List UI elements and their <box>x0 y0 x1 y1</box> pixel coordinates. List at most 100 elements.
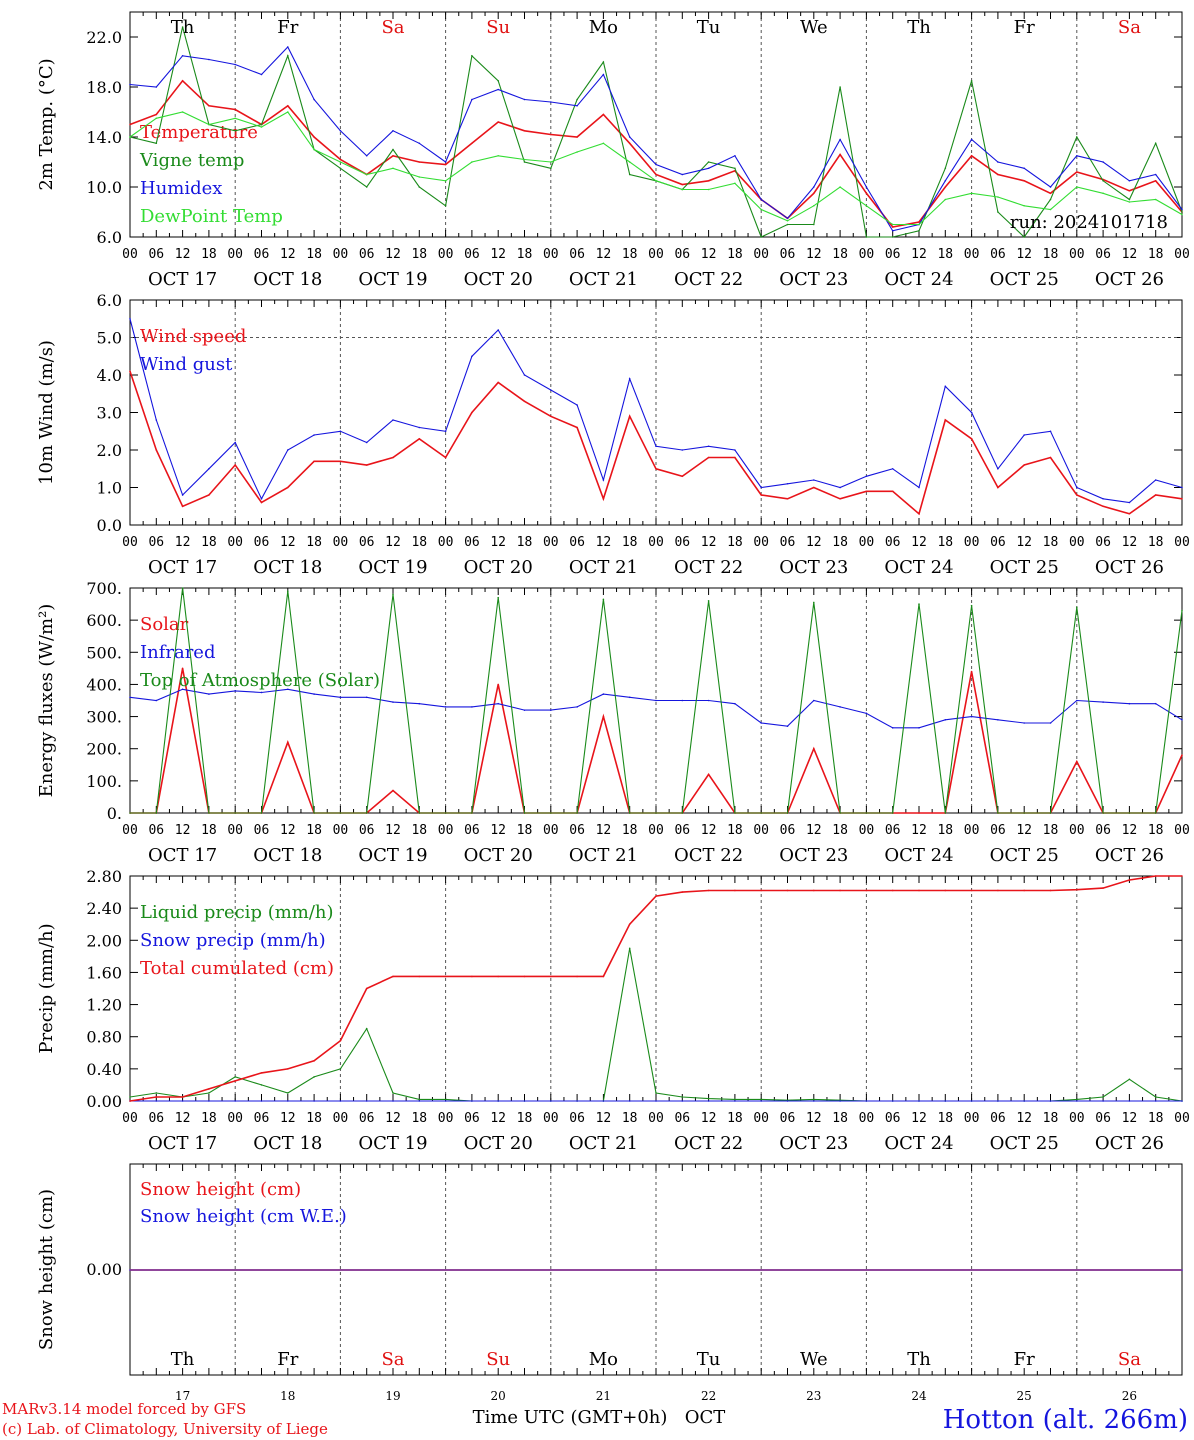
hour-label: 12 <box>911 535 927 550</box>
weekday-label: Th <box>907 1349 931 1370</box>
data-point <box>813 601 815 604</box>
data-point <box>523 158 526 161</box>
date-label: OCT 17 <box>148 269 217 290</box>
legend-entry: Top of Atmosphere (Solar) <box>140 670 380 691</box>
data-point <box>1076 494 1078 496</box>
data-point <box>1102 1096 1104 1098</box>
panel-3: 0. 100. 200. 300. 400. 500. 600. 700. Energy flu… <box>36 579 1190 866</box>
data-point <box>839 186 841 188</box>
data-point <box>1049 208 1052 211</box>
weekday-label: Mo <box>589 17 618 38</box>
y-tick-label: 3.0 <box>97 404 122 423</box>
data-point <box>155 699 158 702</box>
data-point <box>129 317 131 320</box>
hour-label: 12 <box>280 247 296 262</box>
data-point <box>839 497 841 500</box>
data-point <box>313 1076 315 1078</box>
data-point <box>1023 464 1025 466</box>
hour-label: 12 <box>701 823 717 838</box>
weekday-label: We <box>800 1349 828 1370</box>
data-point <box>471 355 473 358</box>
data-point <box>1128 1078 1131 1081</box>
data-point <box>339 158 342 161</box>
data-point <box>891 812 894 814</box>
data-point <box>471 161 473 163</box>
date-label: OCT 26 <box>1095 269 1164 290</box>
hour-label: 06 <box>885 1111 901 1126</box>
y-tick-label: 0.00 <box>86 1260 122 1279</box>
hour-label: 18 <box>1043 247 1059 262</box>
data-point <box>260 497 263 500</box>
data-point <box>813 204 815 207</box>
station-title: Hotton (alt. 266m) <box>943 1405 1188 1435</box>
date-label: OCT 19 <box>358 269 427 290</box>
weekday-label: Th <box>171 1349 195 1370</box>
hour-label: 12 <box>911 1111 927 1126</box>
data-point <box>392 593 394 596</box>
y-tick-label: 2.00 <box>86 931 122 950</box>
data-point <box>1102 887 1104 889</box>
hour-label: 12 <box>806 1111 822 1126</box>
y-tick-label: 10.0 <box>86 178 122 197</box>
day-number-label: 17 <box>175 1389 190 1403</box>
hour-label: 18 <box>1043 535 1059 550</box>
date-label: OCT 25 <box>990 269 1059 290</box>
data-point <box>628 377 631 380</box>
hour-label: 06 <box>359 247 375 262</box>
data-point <box>734 167 736 170</box>
y-tick-label: 600. <box>86 611 122 630</box>
data-point <box>707 456 710 459</box>
legend-entry: Snow height (cm W.E.) <box>140 1206 347 1227</box>
data-point <box>839 86 841 88</box>
data-point <box>1049 430 1052 433</box>
hour-label: 18 <box>1043 823 1059 838</box>
y-tick-label: 300. <box>86 708 122 727</box>
date-label: OCT 25 <box>990 845 1059 866</box>
data-point <box>260 1072 263 1074</box>
data-point <box>760 236 762 238</box>
hour-label: 18 <box>1043 1111 1059 1126</box>
data-point <box>839 706 841 708</box>
date-label: OCT 21 <box>569 1133 638 1154</box>
y-axis-title: Precip (mm/h) <box>36 923 57 1053</box>
legend-entry: Solar <box>140 614 189 635</box>
hour-label: 12 <box>280 823 296 838</box>
data-point <box>260 123 263 126</box>
hour-label: 12 <box>596 1111 612 1126</box>
hour-label: 00 <box>964 535 980 550</box>
data-point <box>260 501 263 504</box>
data-point <box>392 789 394 792</box>
hour-label: 12 <box>1016 247 1032 262</box>
data-point <box>813 889 815 892</box>
date-label: OCT 17 <box>148 845 217 866</box>
weekday-label: Su <box>486 1349 510 1370</box>
hour-label: 18 <box>937 247 953 262</box>
hour-label: 00 <box>648 1111 664 1126</box>
data-point <box>339 129 342 132</box>
date-label: OCT 20 <box>464 557 533 578</box>
data-point <box>865 889 868 892</box>
hour-label: 06 <box>148 1111 164 1126</box>
data-point <box>970 79 973 82</box>
data-point <box>628 161 631 163</box>
day-number-label: 18 <box>280 1389 295 1403</box>
date-label: OCT 19 <box>358 557 427 578</box>
date-label: OCT 25 <box>990 1133 1059 1154</box>
data-point <box>208 123 210 126</box>
data-point <box>997 486 999 489</box>
data-point <box>891 236 894 238</box>
data-point <box>365 1100 368 1102</box>
data-point <box>707 699 710 702</box>
data-point <box>365 186 368 188</box>
data-point <box>208 1088 210 1090</box>
hour-label: 12 <box>175 823 191 838</box>
data-point <box>997 889 999 892</box>
data-point <box>918 223 920 226</box>
data-point <box>181 79 184 82</box>
date-label: OCT 21 <box>569 269 638 290</box>
data-point <box>392 975 394 978</box>
data-point <box>155 86 158 88</box>
hour-label: 06 <box>254 823 270 838</box>
hour-label: 18 <box>411 535 427 550</box>
data-point <box>260 812 263 814</box>
